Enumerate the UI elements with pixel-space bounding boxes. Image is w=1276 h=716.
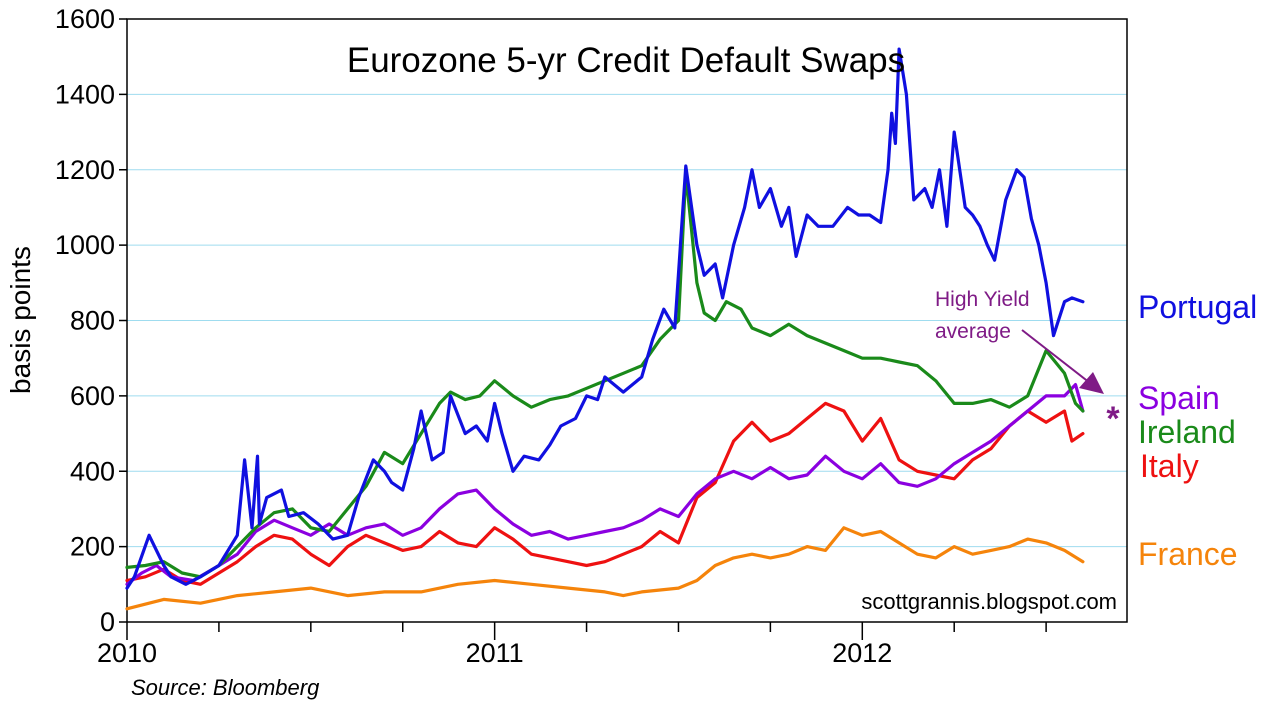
blog-credit: scottgrannis.blogspot.com bbox=[861, 589, 1117, 614]
y-tick-label: 0 bbox=[100, 607, 115, 637]
y-tick-label: 400 bbox=[70, 456, 115, 486]
series-line-france bbox=[125, 526, 1085, 611]
x-tick-label: 2010 bbox=[97, 638, 157, 668]
series-line-portugal bbox=[125, 47, 1085, 590]
y-axis-label: basis points bbox=[5, 246, 36, 394]
high-yield-arrow-line bbox=[1021, 329, 1091, 384]
label-italy: Italy bbox=[1140, 448, 1199, 484]
chart-title: Eurozone 5-yr Credit Default Swaps bbox=[347, 41, 905, 80]
x-tick-label: 2011 bbox=[466, 638, 524, 668]
label-france: France bbox=[1138, 536, 1238, 572]
high-yield-marker: * bbox=[1106, 400, 1120, 438]
label-spain: Spain bbox=[1138, 380, 1220, 416]
y-tick-label: 1000 bbox=[55, 230, 115, 260]
source-note: Source: Bloomberg bbox=[131, 675, 320, 700]
y-tick-label: 1400 bbox=[55, 79, 115, 109]
high-yield-annotation-line1: High Yield bbox=[935, 288, 1030, 311]
high-yield-annotation-line2: average bbox=[935, 320, 1011, 343]
y-axis-ticks: 0 200 400 600 800 1000 1200 1400 1600 bbox=[55, 4, 127, 637]
y-tick-label: 800 bbox=[70, 306, 115, 336]
y-tick-label: 1200 bbox=[55, 155, 115, 185]
x-axis-ticks: 2010 2011 2012 bbox=[97, 622, 1047, 668]
y-tick-label: 600 bbox=[70, 381, 115, 411]
x-tick-label: 2012 bbox=[832, 638, 892, 668]
high-yield-arrow-head bbox=[1079, 372, 1104, 394]
y-tick-label: 1600 bbox=[55, 4, 115, 34]
gridlines bbox=[127, 93, 1127, 548]
y-tick-label: 200 bbox=[70, 532, 115, 562]
series-line-ireland bbox=[125, 171, 1085, 579]
label-ireland: Ireland bbox=[1138, 414, 1236, 450]
label-portugal: Portugal bbox=[1138, 289, 1257, 325]
series-line-spain bbox=[125, 383, 1085, 586]
series-lines bbox=[125, 47, 1085, 611]
